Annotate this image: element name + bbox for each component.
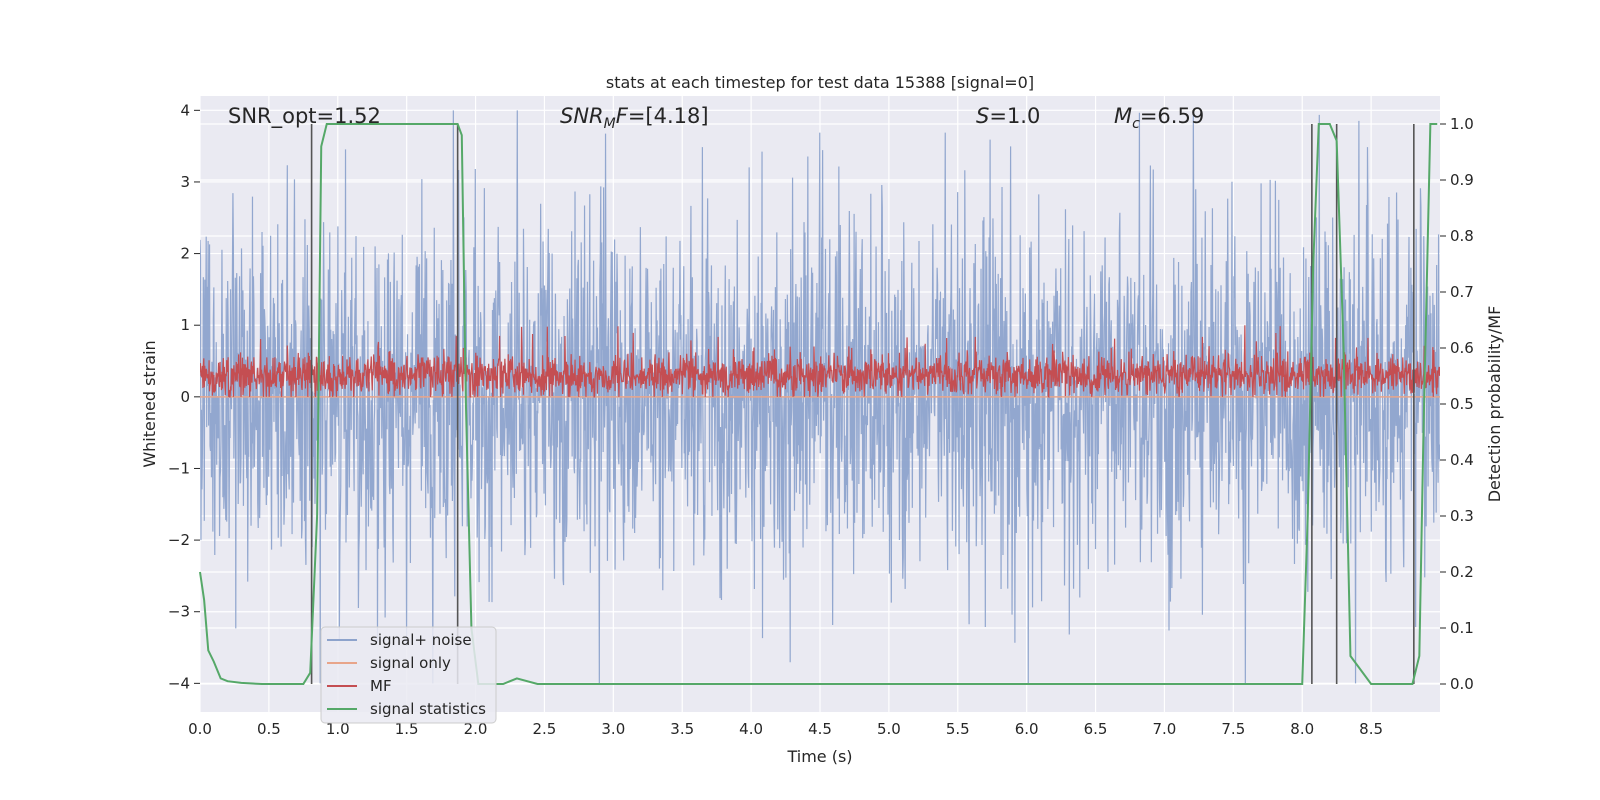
x-tick-label: 3.5 [670,720,694,738]
left-tick-label: 4 [180,101,190,119]
right-tick-label: 0.8 [1450,227,1474,245]
right-tick-label: 0.7 [1450,283,1474,301]
x-tick-label: 7.5 [1221,720,1245,738]
legend-box [320,626,497,724]
x-tick-label: 5.0 [877,720,901,738]
x-tick-label: 3.0 [601,720,625,738]
annotation-snr-opt: SNR_opt=1.52 [228,104,381,129]
left-tick-label: 3 [180,173,190,191]
x-tick-label: 4.5 [808,720,832,738]
left-tick-label: −2 [168,531,190,549]
legend-label-mf: MF [370,677,392,695]
right-tick-label: 0.0 [1450,675,1474,693]
right-tick-label: 0.3 [1450,507,1474,525]
x-tick-label: 7.0 [1153,720,1177,738]
x-tick-label: 0.5 [257,720,281,738]
left-tick-label: −3 [168,603,190,621]
legend-label-signal-only: signal only [370,654,451,672]
left-y-axis-label: Whitened strain [140,340,159,467]
x-tick-label: 8.0 [1290,720,1314,738]
right-tick-label: 0.9 [1450,171,1474,189]
right-tick-label: 1.0 [1450,115,1474,133]
x-axis-ticks: 0.0 0.5 1.0 1.5 2.0 2.5 3.0 3.5 4.0 4.5 5.0 5.5 6.0 6… [188,720,1383,738]
legend-label-signal-noise: signal+ noise [370,631,472,649]
x-tick-label: 5.5 [946,720,970,738]
chart-title: stats at each timestep for test data 153… [606,73,1034,92]
legend: signal+ noise signal only MF signal stat… [320,626,497,724]
right-tick-label: 0.4 [1450,451,1474,469]
annotation-s: S=1.0 [976,104,1040,128]
annotation-snr-mf-value: =[4.18] [628,104,709,128]
annotation-s-value: =1.0 [989,104,1040,128]
series-mf [200,325,1440,399]
x-tick-label: 2.5 [533,720,557,738]
left-tick-label: 2 [180,245,190,263]
x-tick-label: 1.5 [395,720,419,738]
left-axis-ticks: −4 −3 −2 −1 0 1 2 3 4 [168,101,200,692]
right-y-axis-label: Detection probability/MF [1485,306,1504,503]
right-tick-label: 0.1 [1450,619,1474,637]
legend-label-signal-statistics: signal statistics [370,700,486,718]
right-tick-label: 0.2 [1450,563,1474,581]
x-tick-label: 0.0 [188,720,212,738]
x-tick-label: 6.5 [1084,720,1108,738]
x-tick-label: 1.0 [326,720,350,738]
right-axis-ticks: 0.0 0.1 0.2 0.3 0.4 0.5 0.6 0.7 0.8 0.9 1.0 [1440,115,1474,693]
annotation-mc-value: =6.59 [1140,104,1204,128]
x-tick-label: 4.0 [739,720,763,738]
x-axis-label: Time (s) [786,747,852,766]
annotation-snr-mf: SNRMF=[4.18] [560,104,709,132]
x-tick-label: 8.5 [1359,720,1383,738]
right-tick-label: 0.6 [1450,339,1474,357]
left-tick-label: 1 [180,316,190,334]
series-layer [200,110,1440,684]
annotation-mc: Mc=6.59 [1114,104,1204,132]
x-tick-label: 2.0 [464,720,488,738]
left-tick-label: 0 [180,388,190,406]
x-tick-label: 6.0 [1015,720,1039,738]
left-tick-label: −1 [168,459,190,477]
right-tick-label: 0.5 [1450,395,1474,413]
left-tick-label: −4 [168,674,190,692]
series-signal-noise [200,110,1440,684]
